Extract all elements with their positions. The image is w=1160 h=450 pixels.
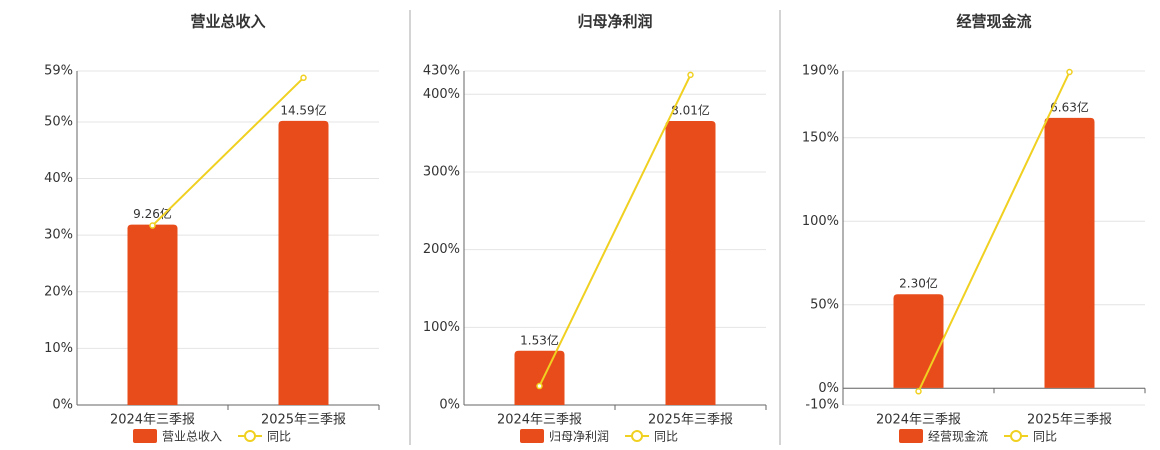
legend-swatch	[244, 430, 257, 442]
bar	[665, 120, 716, 406]
data-label: 6.63亿	[1050, 99, 1089, 114]
legend-label: 归母净利润	[549, 430, 609, 444]
legend-swatch	[899, 429, 923, 443]
y-tick-label: 10%	[44, 341, 73, 356]
line	[538, 74, 692, 387]
data-label: 8.01亿	[671, 102, 710, 117]
chart-title: 经营现金流	[956, 13, 1031, 31]
line-point	[149, 222, 156, 229]
data-label: 1.53亿	[520, 332, 559, 347]
bar	[893, 294, 944, 388]
line-point	[536, 382, 543, 390]
y-tick-label: 430%	[423, 64, 460, 79]
legend-swatch	[133, 429, 157, 443]
y-tick-label: 200%	[423, 242, 460, 257]
legend-label: 营业总收入	[162, 430, 222, 444]
y-tick-label: 400%	[423, 87, 460, 102]
y-tick-label: 150%	[802, 130, 839, 145]
x-tick-label: 2025年三季报	[261, 413, 346, 428]
data-label: 14.59亿	[280, 102, 326, 117]
y-tick-label: 100%	[802, 214, 839, 229]
legend-label: 同比	[267, 430, 291, 444]
y-tick-label: 30%	[44, 228, 73, 243]
y-tick-label: -10%	[805, 398, 839, 413]
legend-label: 同比	[654, 430, 678, 444]
x-tick-label: 2024年三季报	[876, 413, 961, 428]
y-tick-label: 300%	[423, 164, 460, 179]
line-point	[1066, 68, 1073, 76]
line	[151, 77, 305, 227]
x-tick-label: 2025年三季报	[648, 413, 733, 428]
y-tick-label: 40%	[44, 171, 73, 186]
y-tick-label: 20%	[44, 284, 73, 299]
bar	[127, 224, 178, 405]
bar	[514, 350, 565, 405]
legend-swatch	[1010, 430, 1023, 442]
x-tick-label: 2025年三季报	[1027, 413, 1112, 428]
y-tick-label: 50%	[810, 297, 839, 312]
bar	[1044, 117, 1095, 388]
line	[917, 71, 1071, 392]
y-tick-label: 0%	[439, 398, 460, 413]
y-tick-label: 0%	[818, 381, 839, 396]
y-tick-label: 190%	[802, 64, 839, 79]
bar	[278, 120, 329, 405]
legend-label: 经营现金流	[928, 429, 988, 444]
x-tick-label: 2024年三季报	[110, 413, 195, 428]
line-point	[915, 388, 922, 395]
data-label: 2.30亿	[899, 276, 938, 291]
y-tick-label: 50%	[44, 114, 73, 129]
chart-title: 归母净利润	[577, 13, 652, 31]
y-tick-label: 100%	[423, 320, 460, 335]
legend-label: 同比	[1033, 430, 1057, 444]
line-point	[687, 71, 694, 79]
legend-swatch	[631, 430, 644, 442]
legend-swatch	[520, 429, 544, 443]
y-tick-label: 59%	[44, 64, 73, 79]
line-point	[300, 74, 307, 82]
y-tick-label: 0%	[52, 398, 73, 413]
chart-title: 营业总收入	[190, 13, 265, 31]
x-tick-label: 2024年三季报	[497, 413, 582, 428]
